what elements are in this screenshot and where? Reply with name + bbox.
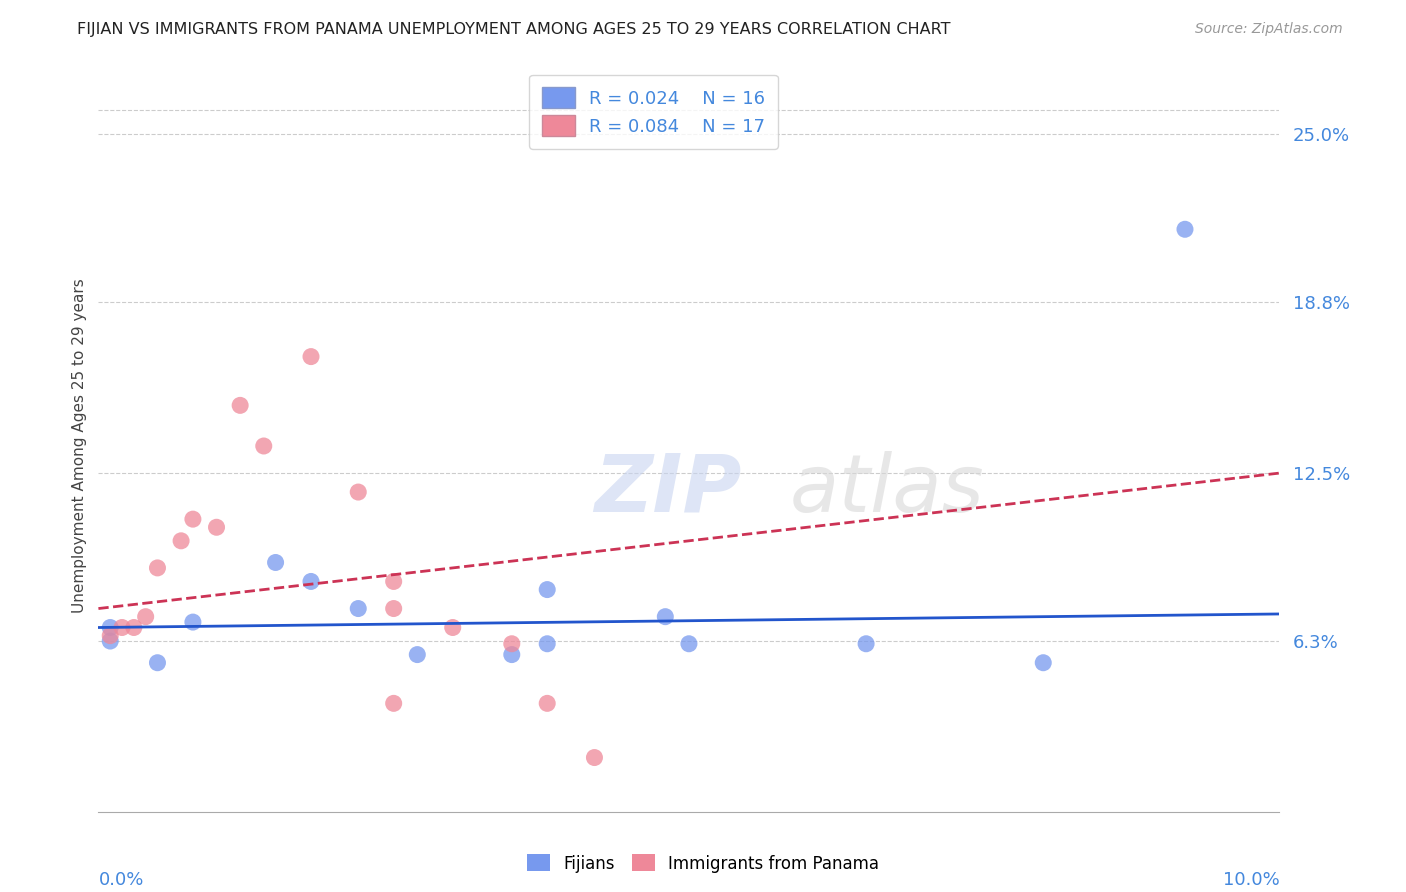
Text: 0.0%: 0.0% xyxy=(98,871,143,889)
Legend: Fijians, Immigrants from Panama: Fijians, Immigrants from Panama xyxy=(520,847,886,880)
Point xyxy=(253,439,276,453)
Point xyxy=(382,601,405,615)
Text: 10.0%: 10.0% xyxy=(1223,871,1279,889)
Point xyxy=(264,556,287,570)
Point xyxy=(299,574,322,589)
Y-axis label: Unemployment Among Ages 25 to 29 years: Unemployment Among Ages 25 to 29 years xyxy=(72,278,87,614)
Text: FIJIAN VS IMMIGRANTS FROM PANAMA UNEMPLOYMENT AMONG AGES 25 TO 29 YEARS CORRELAT: FIJIAN VS IMMIGRANTS FROM PANAMA UNEMPLO… xyxy=(77,22,950,37)
Point xyxy=(536,637,558,651)
Point xyxy=(501,637,523,651)
Text: atlas: atlas xyxy=(789,450,984,529)
Point xyxy=(1174,222,1197,236)
Point xyxy=(181,615,204,629)
Point xyxy=(98,620,121,634)
Point xyxy=(181,512,204,526)
Point xyxy=(536,697,558,711)
Point xyxy=(654,609,676,624)
Point xyxy=(170,533,193,548)
Point xyxy=(855,637,877,651)
Point xyxy=(441,620,464,634)
Point xyxy=(347,485,370,500)
Text: ZIP: ZIP xyxy=(595,450,742,529)
Point xyxy=(299,350,322,364)
Point xyxy=(406,648,429,662)
Point xyxy=(678,637,700,651)
Point xyxy=(146,656,169,670)
Point xyxy=(98,634,121,648)
Point xyxy=(1032,656,1054,670)
Point xyxy=(111,620,134,634)
Point xyxy=(382,697,405,711)
Point xyxy=(135,609,157,624)
Point xyxy=(583,750,606,764)
Legend: R = 0.024    N = 16, R = 0.084    N = 17: R = 0.024 N = 16, R = 0.084 N = 17 xyxy=(530,75,778,149)
Point xyxy=(347,601,370,615)
Text: Source: ZipAtlas.com: Source: ZipAtlas.com xyxy=(1195,22,1343,37)
Point xyxy=(205,520,228,534)
Point xyxy=(98,629,121,643)
Point xyxy=(382,574,405,589)
Point xyxy=(122,620,145,634)
Point xyxy=(146,561,169,575)
Point xyxy=(501,648,523,662)
Point xyxy=(229,398,252,412)
Point xyxy=(536,582,558,597)
